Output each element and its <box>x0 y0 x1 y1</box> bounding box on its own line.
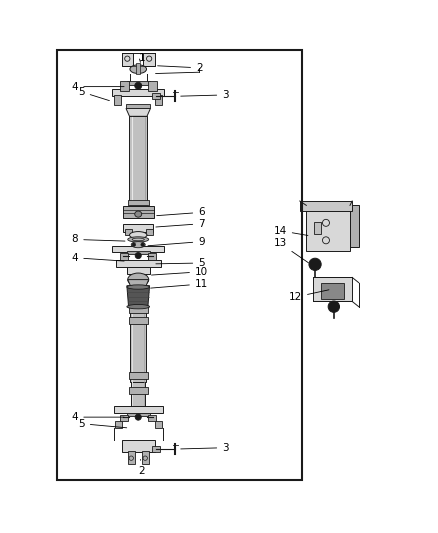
Bar <box>124 224 153 231</box>
Text: 4: 4 <box>71 82 124 92</box>
Bar <box>129 317 148 324</box>
Ellipse shape <box>135 211 142 217</box>
Bar <box>152 93 160 99</box>
Bar <box>57 51 302 480</box>
Bar <box>127 251 150 254</box>
Circle shape <box>309 258 321 270</box>
Bar <box>136 63 141 75</box>
Bar <box>131 382 145 408</box>
Text: 13: 13 <box>273 238 308 263</box>
Circle shape <box>141 243 145 246</box>
Bar <box>120 415 128 422</box>
Bar <box>129 306 148 313</box>
Bar <box>321 283 344 299</box>
Bar <box>127 268 150 274</box>
Bar <box>114 95 121 105</box>
Text: 11: 11 <box>151 279 208 289</box>
Text: 1: 1 <box>139 53 146 63</box>
Bar <box>126 104 150 108</box>
Text: 4: 4 <box>71 412 124 422</box>
Text: 2: 2 <box>138 459 145 476</box>
Bar <box>114 406 162 413</box>
Circle shape <box>135 253 141 259</box>
Text: 7: 7 <box>156 219 205 229</box>
Ellipse shape <box>128 273 149 286</box>
Bar <box>146 229 153 235</box>
Bar <box>128 451 135 464</box>
Bar <box>116 261 161 268</box>
Bar <box>129 387 148 394</box>
Text: 10: 10 <box>152 266 208 277</box>
Polygon shape <box>128 280 149 286</box>
Bar <box>314 222 321 234</box>
Bar <box>148 81 156 91</box>
Text: 6: 6 <box>157 207 205 217</box>
Bar <box>144 53 155 66</box>
Bar <box>112 246 164 252</box>
Bar <box>142 451 149 464</box>
Bar <box>128 200 149 206</box>
Text: 5: 5 <box>78 419 127 429</box>
Bar <box>306 205 350 251</box>
Bar <box>148 415 156 422</box>
Circle shape <box>135 414 141 420</box>
Bar <box>350 205 359 247</box>
Bar <box>112 89 164 96</box>
Bar <box>155 95 162 105</box>
Ellipse shape <box>130 231 147 239</box>
Ellipse shape <box>132 238 145 241</box>
Text: 4: 4 <box>71 253 124 263</box>
Bar <box>152 446 160 452</box>
Bar <box>123 206 154 217</box>
Polygon shape <box>126 108 150 116</box>
Bar <box>313 277 352 302</box>
Ellipse shape <box>127 304 150 309</box>
Text: 8: 8 <box>71 235 125 245</box>
Bar <box>122 440 155 452</box>
Bar <box>130 116 147 202</box>
Text: 3: 3 <box>181 443 229 453</box>
Bar <box>125 229 132 235</box>
Ellipse shape <box>128 237 149 242</box>
Text: 5: 5 <box>78 87 110 101</box>
Text: 12: 12 <box>289 290 329 302</box>
Bar <box>148 253 156 260</box>
Bar <box>300 201 352 211</box>
Bar <box>127 82 150 85</box>
Ellipse shape <box>130 65 147 74</box>
Bar <box>120 253 128 260</box>
Circle shape <box>132 243 136 246</box>
Bar <box>127 413 150 416</box>
Circle shape <box>328 301 339 312</box>
Text: 3: 3 <box>181 90 229 100</box>
Bar <box>122 53 133 66</box>
Text: 5: 5 <box>156 258 205 268</box>
Text: 2: 2 <box>158 63 203 73</box>
Ellipse shape <box>127 285 150 289</box>
Bar <box>115 421 122 427</box>
Text: 9: 9 <box>148 237 205 247</box>
Polygon shape <box>127 286 150 308</box>
Text: 14: 14 <box>273 225 308 236</box>
Bar <box>131 312 146 382</box>
Bar <box>120 81 129 91</box>
Circle shape <box>135 82 142 89</box>
Bar <box>129 205 148 210</box>
Bar <box>155 421 162 427</box>
Bar <box>129 372 148 379</box>
Ellipse shape <box>131 241 145 248</box>
